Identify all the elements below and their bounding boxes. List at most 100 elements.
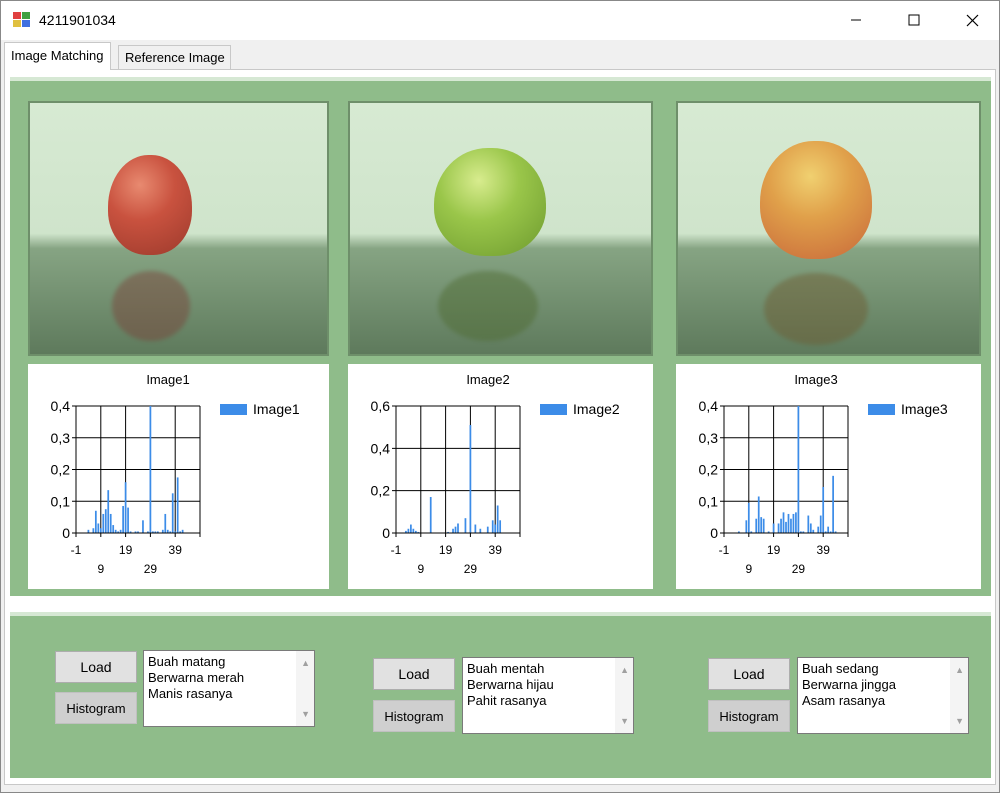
histogram-button-2[interactable]: Histogram	[373, 700, 455, 732]
controls-panel: Load Histogram Buah matang Berwarna mera…	[10, 612, 991, 778]
histogram-bar	[809, 523, 812, 533]
legend-swatch	[540, 404, 567, 415]
y-tick-label: 0	[382, 525, 390, 541]
histogram-button-1[interactable]: Histogram	[55, 692, 137, 724]
minimize-button[interactable]	[827, 1, 885, 39]
histogram-bar	[824, 531, 827, 533]
legend-swatch	[868, 404, 895, 415]
histogram-button-3[interactable]: Histogram	[708, 700, 790, 732]
histogram-bar	[494, 524, 497, 533]
load-button-1[interactable]: Load	[55, 651, 137, 683]
histogram-bar	[405, 530, 407, 533]
histogram-bar	[491, 520, 494, 533]
histogram-bar	[750, 531, 753, 533]
histogram-bar	[122, 506, 124, 533]
x-tick-label: 39	[169, 543, 183, 557]
tab-image-matching[interactable]: Image Matching	[4, 42, 111, 70]
histogram-bar	[127, 507, 129, 533]
photo-image1	[28, 101, 329, 356]
description-textbox-1[interactable]: Buah matang Berwarna merah Manis rasanya…	[143, 650, 315, 727]
tab-reference-image[interactable]: Reference Image	[118, 45, 231, 69]
x-tick-label: 29	[464, 562, 478, 576]
scroll-up-icon[interactable]: ▲	[620, 665, 629, 675]
textbox-scrollbar[interactable]: ▲ ▼	[950, 658, 968, 733]
histogram-bar	[787, 513, 790, 533]
load-button-2[interactable]: Load	[373, 658, 455, 690]
textbox-scrollbar[interactable]: ▲ ▼	[615, 658, 633, 733]
histogram-bar	[152, 531, 154, 533]
histogram-bar	[104, 509, 107, 533]
y-tick-label: 0,2	[51, 462, 71, 478]
image-panel: Image1 0 0,1 0,2 0,3 0,4 -1 19 39 9 29 Image1 Image…	[10, 77, 991, 596]
histogram-bar	[99, 528, 102, 533]
close-button[interactable]	[943, 1, 1000, 39]
window-title: 4211901034	[39, 12, 116, 28]
y-tick-label: 0,2	[699, 462, 719, 478]
histogram-bar	[452, 528, 454, 533]
histogram-bar	[109, 513, 112, 533]
scroll-up-icon[interactable]: ▲	[301, 658, 310, 668]
histogram-bar	[792, 513, 795, 533]
histogram-chart-3: Image3 0 0,1 0,2 0,3 0,4 -1 19 39 9 29 Image3	[676, 364, 981, 589]
legend-label: Image2	[573, 401, 620, 417]
maximize-icon	[908, 14, 920, 26]
scroll-up-icon[interactable]: ▲	[955, 665, 964, 675]
scroll-down-icon[interactable]: ▼	[955, 716, 964, 726]
histogram-bar	[496, 505, 499, 533]
description-line: Buah mentah	[467, 661, 545, 676]
description-textbox-3[interactable]: Buah sedang Berwarna jingga Asam rasanya…	[797, 657, 969, 734]
description-line: Buah matang	[148, 654, 226, 669]
histogram-bar	[117, 531, 120, 533]
histogram-bar	[790, 518, 792, 533]
histogram-bar	[181, 529, 184, 533]
legend-swatch	[220, 404, 247, 415]
orange-tomato-reflection	[764, 273, 868, 345]
scroll-down-icon[interactable]: ▼	[301, 709, 310, 719]
histogram-bar	[107, 490, 110, 533]
legend-label: Image3	[901, 401, 948, 417]
histogram-bar	[829, 531, 832, 533]
histogram-bar	[137, 531, 139, 533]
histogram-bar	[745, 520, 748, 533]
description-textbox-2[interactable]: Buah mentah Berwarna hijau Pahit rasanya…	[462, 657, 634, 734]
histogram-bar	[407, 528, 410, 533]
histogram-bar	[97, 523, 100, 533]
histogram-bar	[797, 406, 800, 533]
histogram-bar	[87, 529, 90, 533]
textbox-scrollbar[interactable]: ▲ ▼	[296, 651, 314, 726]
description-line: Berwarna merah	[148, 670, 245, 685]
load-button-3[interactable]: Load	[708, 658, 790, 690]
y-tick-label: 0,4	[699, 398, 719, 414]
histogram-bar	[134, 531, 137, 533]
scroll-down-icon[interactable]: ▼	[620, 716, 629, 726]
tab-page-image-matching: Image1 0 0,1 0,2 0,3 0,4 -1 19 39 9 29 Image1 Image…	[4, 69, 996, 785]
histogram-bar	[417, 531, 420, 533]
histogram-bar	[179, 531, 182, 533]
x-tick-label: 29	[144, 562, 158, 576]
y-tick-label: 0	[62, 525, 70, 541]
histogram-bar	[795, 512, 797, 533]
description-line: Manis rasanya	[148, 686, 233, 701]
green-tomato-image	[434, 148, 546, 256]
histogram-bar	[412, 528, 415, 533]
histogram-bar	[807, 515, 810, 533]
maximize-button[interactable]	[885, 1, 943, 39]
histogram-bar	[464, 518, 467, 533]
x-tick-label: 9	[417, 562, 424, 576]
y-tick-label: 0,3	[51, 430, 71, 446]
close-icon	[966, 14, 978, 26]
y-tick-label: 0,1	[51, 493, 71, 509]
x-tick-label: 19	[439, 543, 453, 557]
x-tick-label: 39	[489, 543, 503, 557]
app-icon	[13, 12, 30, 27]
histogram-bar	[827, 526, 830, 533]
histogram-bar	[800, 531, 802, 533]
histogram-bar	[832, 475, 834, 533]
orange-tomato-image	[760, 141, 872, 259]
histogram-bar	[447, 531, 449, 533]
histogram-bar	[760, 517, 763, 533]
histogram-bar	[156, 531, 159, 533]
histogram-bar	[479, 528, 482, 533]
photo-image2	[348, 101, 653, 356]
histogram-bar	[802, 531, 805, 533]
